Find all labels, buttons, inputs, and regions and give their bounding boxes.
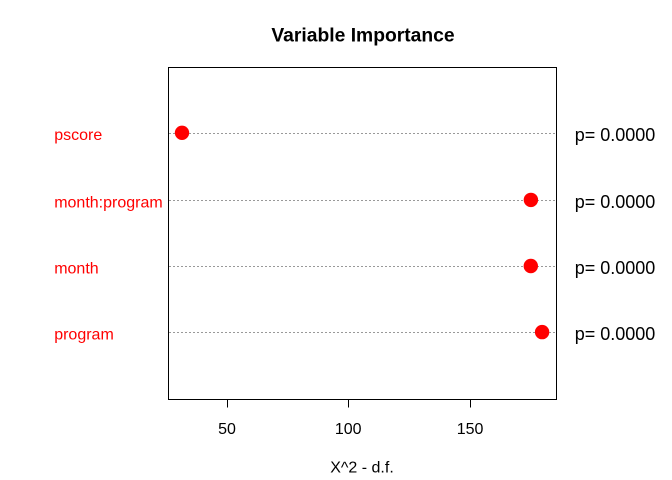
svg-text:50: 50 xyxy=(218,421,236,438)
svg-text:month: month xyxy=(54,260,98,277)
svg-text:p= 0.0000: p= 0.0000 xyxy=(575,125,656,145)
svg-text:p= 0.0000: p= 0.0000 xyxy=(575,258,656,278)
svg-text:X^2 - d.f.: X^2 - d.f. xyxy=(330,460,394,477)
svg-text:100: 100 xyxy=(335,421,362,438)
svg-text:150: 150 xyxy=(457,421,484,438)
svg-text:month:program: month:program xyxy=(54,194,163,211)
svg-text:p= 0.0000: p= 0.0000 xyxy=(575,324,656,344)
svg-text:program: program xyxy=(54,327,114,344)
svg-text:pscore: pscore xyxy=(54,127,102,144)
svg-text:p= 0.0000: p= 0.0000 xyxy=(575,192,656,212)
svg-text:Variable Importance: Variable Importance xyxy=(271,25,455,46)
